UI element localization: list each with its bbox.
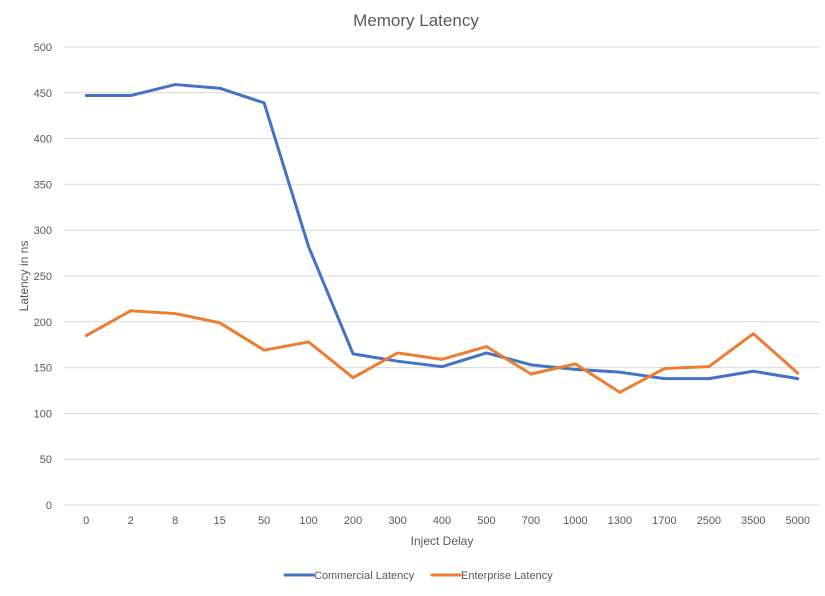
x-tick-label: 5000 bbox=[786, 515, 810, 527]
legend-label-commercial-latency: Commercial Latency bbox=[314, 570, 415, 582]
y-tick-label: 50 bbox=[40, 454, 52, 466]
x-tick-label: 200 bbox=[344, 515, 362, 527]
x-tick-label: 300 bbox=[388, 515, 406, 527]
x-tick-label: 3500 bbox=[741, 515, 765, 527]
y-tick-label: 500 bbox=[34, 42, 52, 54]
y-tick-label: 300 bbox=[34, 225, 52, 237]
y-axis-ticks: 0 50 100 150 200 250 300 350 400 450 500 bbox=[34, 42, 52, 512]
x-tick-label: 700 bbox=[522, 515, 540, 527]
x-tick-label: 2 bbox=[128, 515, 134, 527]
legend-label-enterprise-latency: Enterprise Latency bbox=[461, 570, 553, 582]
x-tick-label: 2500 bbox=[697, 515, 721, 527]
legend: Commercial Latency Enterprise Latency bbox=[283, 570, 553, 582]
x-tick-label: 400 bbox=[433, 515, 451, 527]
gridlines bbox=[64, 46, 820, 506]
chart-title: Memory Latency bbox=[353, 11, 479, 30]
x-tick-label: 1700 bbox=[652, 515, 676, 527]
x-tick-label: 8 bbox=[172, 515, 178, 527]
x-tick-label: 500 bbox=[477, 515, 495, 527]
series-line-enterprise-latency bbox=[84, 309, 800, 394]
y-tick-label: 250 bbox=[34, 271, 52, 283]
y-tick-label: 450 bbox=[34, 88, 52, 100]
x-tick-label: 0 bbox=[83, 515, 89, 527]
x-axis-title: Inject Delay bbox=[411, 534, 474, 548]
y-axis-title: Latency in ns bbox=[17, 241, 31, 312]
series-line-commercial-latency bbox=[84, 83, 800, 381]
y-tick-label: 350 bbox=[34, 179, 52, 191]
x-axis-ticks: 0 2 8 15 50 100 200 300 400 500 700 1000 1300 1700 250… bbox=[83, 515, 810, 527]
x-tick-label: 1300 bbox=[608, 515, 632, 527]
y-tick-label: 150 bbox=[34, 363, 52, 375]
y-tick-label: 100 bbox=[34, 408, 52, 420]
x-tick-label: 1000 bbox=[563, 515, 587, 527]
y-tick-label: 0 bbox=[46, 500, 52, 512]
y-tick-label: 400 bbox=[34, 134, 52, 146]
series-lines bbox=[84, 83, 800, 394]
x-tick-label: 15 bbox=[214, 515, 226, 527]
y-tick-label: 200 bbox=[34, 317, 52, 329]
x-tick-label: 100 bbox=[299, 515, 317, 527]
x-tick-label: 50 bbox=[258, 515, 270, 527]
